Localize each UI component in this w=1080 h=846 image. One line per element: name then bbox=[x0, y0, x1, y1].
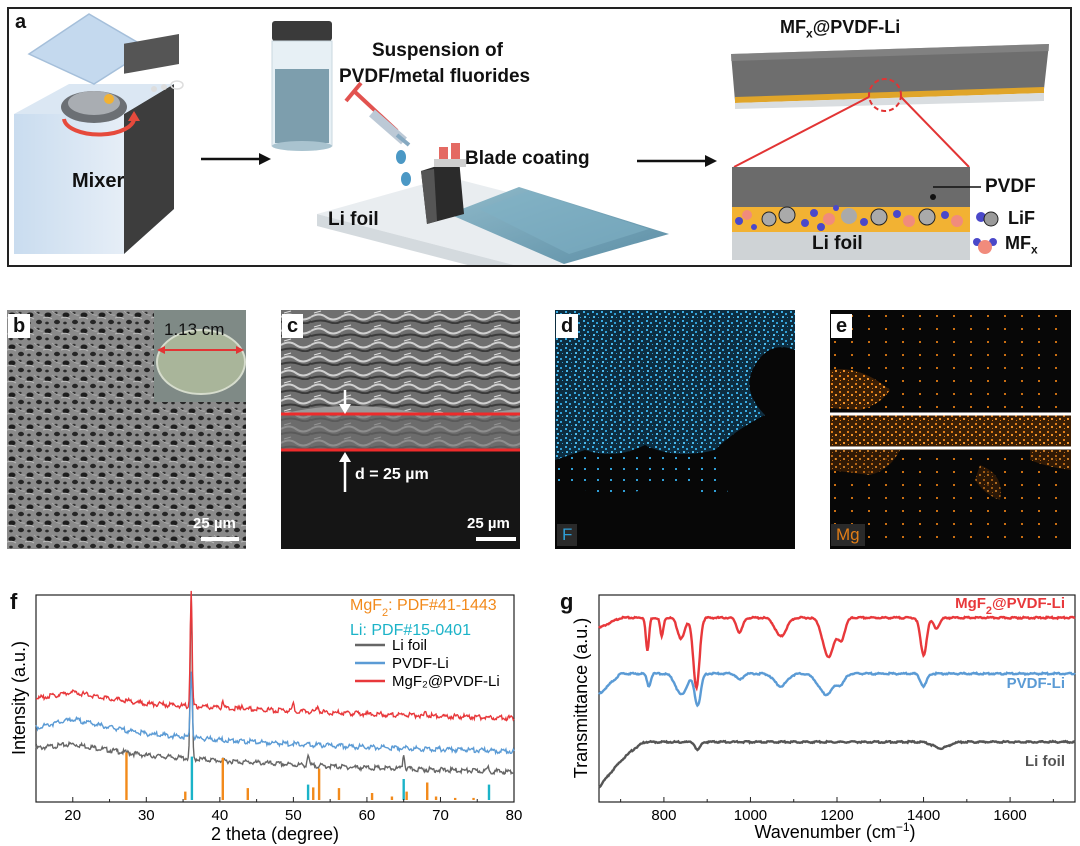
ftir-x-tick-label: 1400 bbox=[907, 807, 940, 824]
ftir-x-tick-label: 1200 bbox=[820, 807, 853, 824]
panel-c-label: c bbox=[282, 314, 304, 338]
xrd-chart: 20 30 40 50 60 70 80 2 theta (degree) Intensit… bbox=[9, 590, 523, 844]
lif-legend-label: LiF bbox=[1008, 208, 1035, 228]
ftir-y-axis-title: Transmittance (a.u.) bbox=[571, 618, 591, 778]
xrd-x-tick-label: 40 bbox=[212, 807, 229, 824]
li-reference-label: Li: PDF#15-0401 bbox=[350, 622, 471, 639]
ftir-plot-frame bbox=[598, 594, 1076, 803]
xrd-series-3 bbox=[35, 590, 515, 722]
ftir-series-labels: MgF2@PVDF-Li PVDF-Li Li foil bbox=[955, 595, 1065, 770]
mgf2-reference-label: MgF2: PDF#41-1443 bbox=[350, 597, 497, 619]
product-slab bbox=[731, 44, 1049, 168]
panel-b-scale-bar bbox=[201, 537, 239, 541]
magnesium-distribution bbox=[830, 310, 1071, 549]
vial-illustration bbox=[271, 21, 333, 151]
xrd-x-tick-label: 80 bbox=[506, 807, 523, 824]
xrd-x-tick-label: 60 bbox=[359, 807, 376, 824]
diameter-label: 1.13 cm bbox=[164, 320, 225, 339]
panel-a-label: a bbox=[15, 11, 27, 33]
blade-coating-illustration bbox=[317, 143, 669, 265]
panel-c-scale-label: 25 µm bbox=[467, 515, 510, 532]
mixer-illustration bbox=[14, 13, 184, 254]
mixer-label: Mixer bbox=[72, 170, 125, 192]
ftir-series-label: MgF2@PVDF-Li bbox=[955, 595, 1065, 617]
suspension-label-2: PVDF/metal fluorides bbox=[339, 66, 531, 87]
xrd-x-tick-label: 70 bbox=[432, 807, 449, 824]
xrd-x-tick-label: 20 bbox=[64, 807, 81, 824]
fluorine-element-tag: F bbox=[557, 524, 578, 546]
panel-e-label: e bbox=[831, 314, 853, 338]
panel-a-frame bbox=[7, 7, 1072, 267]
xrd-x-tick-label: 30 bbox=[138, 807, 155, 824]
thickness-label: d = 25 µm bbox=[355, 466, 429, 483]
xrd-series-1 bbox=[35, 592, 515, 776]
ftir-x-tick-label: 1000 bbox=[734, 807, 767, 824]
ftir-x-tick-label: 1600 bbox=[993, 807, 1026, 824]
ftir-series-2 bbox=[598, 671, 1076, 708]
mfx-legend-label: MFx bbox=[1005, 233, 1038, 257]
panel-d-label: d bbox=[556, 314, 579, 338]
panel-b-sem-image bbox=[7, 310, 246, 549]
suspension-label-1: Suspension of bbox=[372, 40, 503, 61]
xrd-y-axis-title: Intensity (a.u.) bbox=[9, 641, 29, 755]
ftir-chart: 800 1000 1200 1400 1600 Wavenumber (cm−1) Tr… bbox=[571, 594, 1076, 842]
panel-g-label: g bbox=[555, 590, 579, 614]
ftir-series-3 bbox=[598, 739, 1076, 789]
xrd-x-axis-title: 2 theta (degree) bbox=[211, 824, 339, 844]
product-title: MFx@PVDF-Li bbox=[780, 17, 901, 41]
magnesium-element-tag: Mg bbox=[831, 524, 865, 546]
xrd-legend-label: Li foil bbox=[392, 637, 427, 654]
cross-section-texture bbox=[281, 310, 520, 549]
cross-section bbox=[732, 167, 999, 260]
panel-b-label: b bbox=[8, 314, 31, 338]
panel-d-eds-map bbox=[555, 310, 795, 549]
ftir-x-tick-label: 800 bbox=[651, 807, 676, 824]
xrd-series-2 bbox=[35, 671, 515, 756]
pvdf-layer-label: PVDF bbox=[985, 176, 1036, 197]
panel-e-eds-map bbox=[830, 310, 1071, 549]
ftir-series-label: PVDF-Li bbox=[1007, 675, 1065, 692]
blade-coating-label: Blade coating bbox=[465, 148, 590, 169]
panel-f-label: f bbox=[5, 590, 23, 614]
xrd-legend-label: MgF₂@PVDF-Li bbox=[392, 673, 500, 690]
panel-c-sem-image bbox=[281, 310, 520, 549]
porous-surface-texture bbox=[7, 310, 246, 549]
ftir-series-label: Li foil bbox=[1025, 753, 1065, 770]
li-foil-sheet-label: Li foil bbox=[328, 209, 379, 230]
pipette-illustration bbox=[344, 81, 417, 206]
xrd-x-tick-label: 50 bbox=[285, 807, 302, 824]
ftir-x-axis-title: Wavenumber (cm−1) bbox=[754, 820, 915, 842]
li-foil-layer-label: Li foil bbox=[812, 233, 863, 254]
panel-b-scale-label: 25 µm bbox=[193, 515, 236, 532]
xrd-legend-label: PVDF-Li bbox=[392, 655, 449, 672]
panel-c-scale-bar bbox=[476, 537, 516, 541]
fluorine-distribution bbox=[555, 310, 795, 500]
panel-a-schematic bbox=[14, 13, 1049, 265]
ftir-series-1 bbox=[598, 615, 1076, 692]
